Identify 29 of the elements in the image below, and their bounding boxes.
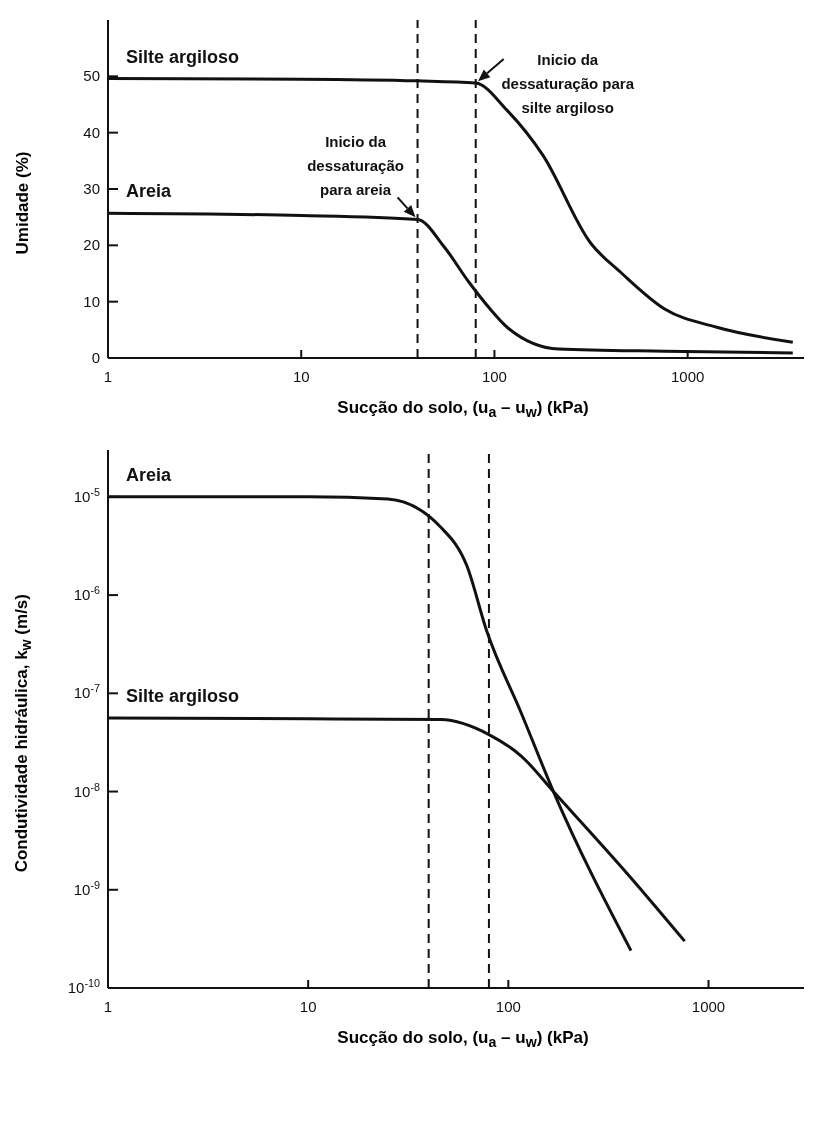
series-label: Areia <box>126 464 173 485</box>
series-label: Areia <box>126 181 173 202</box>
x-tick-label: 10 <box>292 368 310 385</box>
series-label: Silte argiloso <box>126 686 240 707</box>
y-tick-label: 20 <box>83 236 100 254</box>
y-tick-label: 10$^{-9}$ <box>73 878 100 898</box>
x-tick-label: 10 <box>299 998 317 1015</box>
annotation: Inicio da dessaturação para silte argiloso <box>501 51 635 117</box>
y-tick-label: 10 <box>83 292 100 310</box>
x-tick-label: 1000 <box>691 998 726 1015</box>
y-tick-label: 10$^{-10}$ <box>67 977 100 996</box>
y-tick-label: 10$^{-8}$ <box>73 780 100 800</box>
x-tick-label: 1000 <box>670 368 705 385</box>
y-tick-label: 10$^{-6}$ <box>73 584 100 604</box>
y-tick-label: 40 <box>83 123 100 141</box>
y-tick-label: 0 <box>91 349 100 366</box>
y-tick-label: 50 <box>83 67 100 85</box>
y-tick-label: 30 <box>83 180 100 197</box>
annotation: Inicio da dessaturação para areia <box>307 133 404 199</box>
x-axis-title: Sucção do solo, (u$_{a}$ – u$_{w}$) (kPa) <box>336 398 590 421</box>
series-label: Silte argiloso <box>126 46 240 67</box>
y-tick-label: 10$^{-7}$ <box>73 682 100 702</box>
x-tick-label: 100 <box>481 368 507 385</box>
x-tick-label: 100 <box>495 998 521 1015</box>
y-axis-title: Umidade (%) <box>13 151 33 255</box>
x-tick-label: 1 <box>103 368 113 385</box>
x-axis-title: Sucção do solo, (u$_{a}$ – u$_{w}$) (kPa) <box>336 1028 590 1051</box>
x-tick-label: 1 <box>103 998 113 1015</box>
y-tick-label: 10$^{-5}$ <box>73 485 100 505</box>
